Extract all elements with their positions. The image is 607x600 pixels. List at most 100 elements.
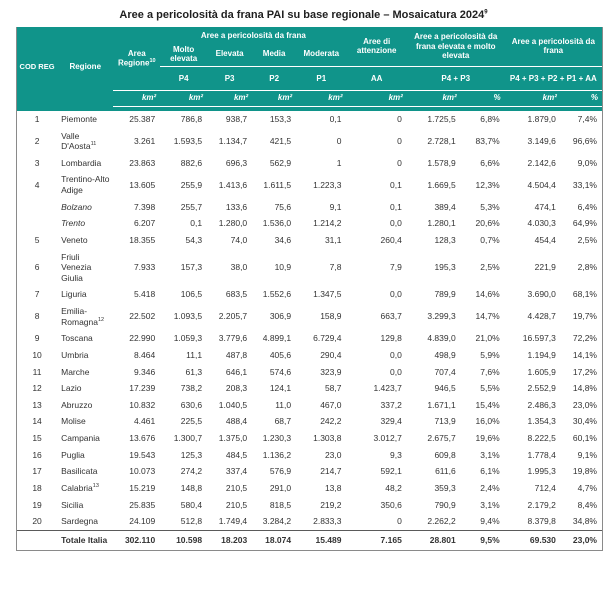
landslide-hazard-table-container: COD REG Regione Area Regione10 Aree a pe… [16, 27, 603, 552]
value-cell: 1.578,9 [406, 154, 461, 172]
value-cell: 9,0% [560, 154, 602, 172]
value-cell: 454,4 [504, 231, 561, 249]
value-cell: 498,9 [406, 346, 461, 364]
value-cell: 242,2 [296, 413, 347, 431]
region-name-cell: Puglia [57, 446, 114, 464]
region-code-cell: 17 [17, 463, 58, 480]
value-cell: 72,2% [560, 330, 602, 347]
value-cell: 14,8% [560, 380, 602, 397]
value-cell: 7,6% [460, 363, 505, 381]
value-cell: 1.669,5 [406, 171, 461, 199]
value-cell: 21,0% [460, 330, 505, 347]
value-cell: 5,5% [460, 380, 505, 397]
value-cell: 738,2 [160, 380, 208, 397]
value-cell: 1.593,5 [160, 127, 208, 155]
value-cell: 0,1 [346, 171, 407, 199]
region-name-cell: Molise [57, 413, 114, 431]
code-p4: P4 [160, 66, 208, 92]
region-code-cell: 12 [17, 380, 58, 397]
table-row: 20 Sardegna 24.109 512,8 1.749,4 3.284,2 2.833… [17, 513, 602, 531]
region-code-cell: 20 [17, 513, 58, 531]
value-cell: 48,2 [346, 479, 407, 497]
value-cell: 148,8 [160, 479, 208, 497]
value-cell: 25.835 [113, 496, 161, 514]
value-cell: 6.729,4 [296, 330, 347, 347]
value-cell: 38,0 [207, 248, 253, 287]
value-cell: 1.671,1 [406, 396, 461, 414]
value-cell: 9,3 [346, 446, 407, 464]
value-cell: 3.149,6 [504, 127, 561, 155]
value-cell: 512,8 [160, 513, 208, 531]
value-cell: 10.598 [160, 529, 208, 551]
header-bottom-bar [17, 106, 602, 111]
value-cell: 0,0 [346, 363, 407, 381]
value-cell: 484,5 [207, 446, 253, 464]
value-cell: 1.300,7 [160, 430, 208, 447]
value-cell: 646,1 [207, 363, 253, 381]
table-row: 9 Toscana 22.990 1.059,3 3.779,6 4.899,1 6.729… [17, 330, 602, 347]
value-cell: 306,9 [252, 303, 297, 331]
table-row: 7 Liguria 5.418 106,5 683,5 1.552,6 1.347,5 0,0… [17, 286, 602, 304]
value-cell: 1.375,0 [207, 430, 253, 447]
table-row: 13 Abruzzo 10.832 630,6 1.040,5 11,0 467,0 337,… [17, 396, 602, 414]
value-cell: 5,3% [460, 198, 505, 216]
table-row: 3 Lombardia 23.863 882,6 696,3 562,9 1 0 1.578,9… [17, 154, 602, 172]
value-cell: 7.398 [113, 198, 161, 216]
table-row: 16 Puglia 19.543 125,3 484,5 1.136,2 23,0 9,3 60… [17, 446, 602, 464]
value-cell: 2.833,3 [296, 513, 347, 531]
value-cell: 2,4% [460, 479, 505, 497]
region-code-cell: 5 [17, 231, 58, 249]
group-header-pericolosita-frana: Aree a pericolosità da frana [160, 27, 347, 43]
value-cell: 6.207 [113, 215, 161, 232]
unit-area: km² [113, 90, 161, 107]
value-cell: 6,1% [460, 463, 505, 480]
value-cell: 158,9 [296, 303, 347, 331]
table-row: 19 Sicilia 25.835 580,4 210,5 818,5 219,2 350,6… [17, 496, 602, 514]
value-cell: 1.214,2 [296, 215, 347, 232]
value-cell: 7.165 [346, 529, 407, 551]
value-cell: 255,7 [160, 198, 208, 216]
value-cell: 157,3 [160, 248, 208, 287]
value-cell: 1 [296, 154, 347, 172]
value-cell: 1.413,6 [207, 171, 253, 199]
page-title: Aree a pericolosità da frana PAI su base… [10, 0, 597, 21]
region-code-cell: 6 [17, 248, 58, 287]
value-cell: 68,7 [252, 413, 297, 431]
value-cell: 707,4 [406, 363, 461, 381]
region-name-cell: Liguria [57, 286, 114, 304]
region-code-cell: 1 [17, 110, 58, 128]
value-cell: 14,6% [460, 286, 505, 304]
value-cell: 4.030,3 [504, 215, 561, 232]
unit-p4p3-pct: % [460, 90, 505, 107]
value-cell: 7,4% [560, 110, 602, 128]
unit-p1: km² [296, 90, 347, 107]
value-cell: 14,7% [460, 303, 505, 331]
value-cell: 1.879,0 [504, 110, 561, 128]
value-cell: 15,4% [460, 396, 505, 414]
header-units-row: km² km² km² km² km² km² km² % km² % [17, 90, 602, 107]
value-cell: 350,6 [346, 496, 407, 514]
value-cell: 487,8 [207, 346, 253, 364]
value-cell: 69.530 [504, 529, 561, 551]
region-code-cell: 19 [17, 496, 58, 514]
value-cell: 208,3 [207, 380, 253, 397]
code-aa: AA [346, 66, 407, 92]
value-cell: 488,4 [207, 413, 253, 431]
value-cell: 359,3 [406, 479, 461, 497]
area-regione-footnote: 10 [149, 58, 156, 65]
region-name-cell: Valle D'Aosta11 [57, 127, 114, 155]
value-cell: 1.136,2 [252, 446, 297, 464]
value-cell: 19.543 [113, 446, 161, 464]
region-name-cell: Trentino-Alto Adige [57, 171, 114, 199]
value-cell: 421,5 [252, 127, 297, 155]
value-cell: 562,9 [252, 154, 297, 172]
region-footnote: 11 [90, 141, 97, 148]
col-header-media: Media [252, 42, 297, 67]
value-cell: 33,1% [560, 171, 602, 199]
landslide-hazard-table: COD REG Regione Area Regione10 Aree a pe… [17, 27, 602, 551]
value-cell: 592,1 [346, 463, 407, 480]
header-code-row: P4 P3 P2 P1 AA P4 + P3 P4 + P3 + P2 + P1… [17, 66, 602, 92]
value-cell: 389,4 [406, 198, 461, 216]
unit-p2: km² [252, 90, 297, 107]
col-header-area-regione: Area Regione10 [113, 27, 161, 92]
